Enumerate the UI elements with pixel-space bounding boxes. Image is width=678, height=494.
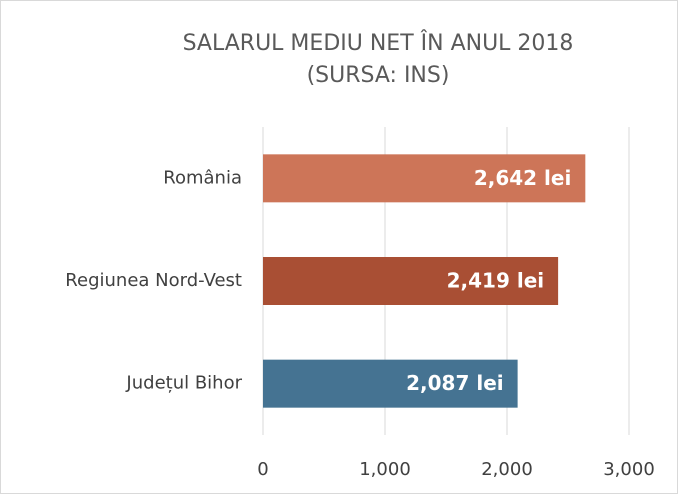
x-tick-label: 2,000 [481, 459, 533, 480]
y-tick-label: Regiunea Nord-Vest [65, 270, 242, 291]
y-tick-label: România [163, 167, 242, 188]
x-tick-label: 0 [257, 459, 268, 480]
bar [263, 154, 586, 203]
data-label: 2,087 lei [406, 371, 504, 395]
x-tick-label: 1,000 [359, 459, 411, 480]
chart-subtitle: (SURSA: INS) [307, 63, 450, 88]
data-label: 2,419 lei [447, 269, 545, 293]
y-tick-label: Județul Bihor [125, 373, 242, 394]
bar [263, 359, 518, 408]
chart-title: SALARUL MEDIU NET ÎN ANUL 2018 [183, 30, 574, 56]
data-label: 2,642 lei [474, 166, 572, 190]
bar [263, 257, 559, 305]
x-tick-label: 3,000 [603, 459, 655, 480]
